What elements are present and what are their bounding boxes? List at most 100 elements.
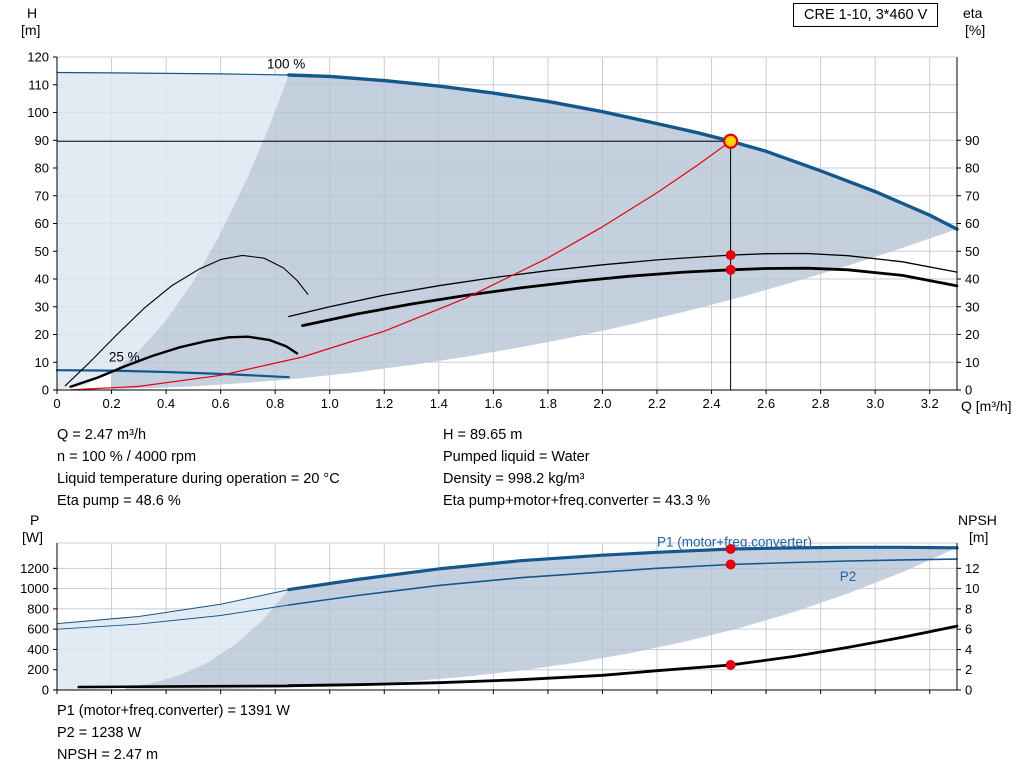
power-operating-envelope: [125, 547, 957, 690]
svg-text:0: 0: [42, 683, 49, 698]
speed-25-label: 25 %: [109, 349, 140, 364]
speed-100-label: 100 %: [267, 57, 305, 72]
svg-text:70: 70: [965, 188, 979, 203]
svg-text:1.6: 1.6: [484, 396, 502, 411]
svg-text:2.2: 2.2: [648, 396, 666, 411]
p2-point: [725, 559, 736, 570]
svg-text:0: 0: [965, 683, 972, 698]
duty-point: [723, 133, 739, 149]
tick-labels: 0 10 20 30 40 50 60 70 80 90 100 110 120 0 10 20 30 40 50 6…: [27, 50, 979, 412]
svg-text:800: 800: [27, 601, 49, 616]
svg-text:1.4: 1.4: [430, 396, 448, 411]
operating-envelope: [111, 75, 957, 390]
svg-text:70: 70: [35, 188, 49, 203]
svg-text:30: 30: [965, 299, 979, 314]
svg-text:0: 0: [53, 396, 60, 411]
svg-text:2: 2: [965, 662, 972, 677]
pump-title-box: CRE 1-10, 3*460 V: [793, 3, 939, 27]
svg-text:1.2: 1.2: [375, 396, 393, 411]
power-info: P1 (motor+freq.converter) = 1391 W P2 = …: [57, 700, 290, 766]
svg-text:2.0: 2.0: [593, 396, 611, 411]
p1-low-flow: [56, 589, 290, 625]
svg-text:0.6: 0.6: [212, 396, 230, 411]
svg-text:10: 10: [965, 355, 979, 370]
info-line-speed: n = 100 % / 4000 rpm: [57, 449, 197, 465]
h-axis-label: H: [27, 5, 38, 21]
p1-curve: [287, 545, 959, 592]
system-curve: [69, 140, 732, 391]
info-line-eta-total: Eta pump+motor+freq.converter = 43.3 %: [443, 493, 711, 509]
svg-text:10: 10: [965, 581, 979, 596]
p2-curve: [287, 558, 958, 606]
tick-labels: 0 200 400 600 800 1000 1200 0 2 4 6 8 10 12: [20, 561, 979, 698]
axes: [53, 543, 961, 694]
duty-info-left: Q = 2.47 m³/h n = 100 % / 4000 rpm Liqui…: [57, 424, 340, 512]
svg-text:60: 60: [35, 216, 49, 231]
p1-label: P1 (motor+freq.converter): [657, 535, 812, 550]
pump-curve-25pct: [55, 369, 290, 379]
svg-text:400: 400: [27, 642, 49, 657]
svg-text:50: 50: [35, 244, 49, 259]
svg-text:1.8: 1.8: [539, 396, 557, 411]
p1-point: [725, 543, 736, 554]
svg-text:100: 100: [27, 105, 49, 120]
info-line-p1: P1 (motor+freq.converter) = 1391 W: [57, 703, 290, 719]
power-envelope-left: [57, 589, 289, 690]
svg-text:1.0: 1.0: [321, 396, 339, 411]
npsh-axis-label: NPSH: [958, 512, 997, 528]
eta-arc-reduced-speed: [64, 254, 309, 387]
p2-low-flow: [56, 604, 290, 630]
svg-text:2.6: 2.6: [757, 396, 775, 411]
npsh-low-flow: [77, 684, 291, 689]
svg-text:90: 90: [965, 133, 979, 148]
svg-text:600: 600: [27, 622, 49, 637]
svg-text:2.4: 2.4: [703, 396, 721, 411]
svg-text:0.4: 0.4: [157, 396, 175, 411]
svg-text:40: 40: [965, 272, 979, 287]
info-line-p2: P2 = 1238 W: [57, 725, 142, 741]
info-line-eta-pump: Eta pump = 48.6 %: [57, 493, 181, 509]
svg-text:50: 50: [965, 244, 979, 259]
npsh-curve: [287, 624, 959, 688]
info-line-q: Q = 2.47 m³/h: [57, 427, 147, 443]
svg-text:10: 10: [35, 355, 49, 370]
svg-text:60: 60: [965, 216, 979, 231]
info-line-density: Density = 998.2 kg/m³: [443, 471, 585, 487]
eta-total-curve: [301, 266, 959, 328]
info-line-h: H = 89.65 m: [443, 427, 523, 443]
svg-text:4: 4: [965, 642, 972, 657]
svg-text:3.0: 3.0: [866, 396, 884, 411]
npsh-point: [725, 659, 736, 670]
info-line-liquid: Pumped liquid = Water: [443, 449, 590, 465]
p-axis-label: P: [30, 512, 40, 528]
svg-text:8: 8: [965, 601, 972, 616]
svg-text:20: 20: [965, 327, 979, 342]
npsh-axis-unit: [m]: [969, 529, 989, 545]
eta-axis-unit: [%]: [965, 22, 986, 38]
svg-text:1200: 1200: [20, 561, 49, 576]
svg-text:0.8: 0.8: [266, 396, 284, 411]
svg-text:200: 200: [27, 662, 49, 677]
p-axis-unit: [W]: [22, 529, 43, 545]
svg-text:0.2: 0.2: [103, 396, 121, 411]
axes: [53, 56, 961, 394]
speed-envelope-left: [57, 72, 289, 391]
eta-axis-label: eta: [963, 5, 983, 21]
info-line-temperature: Liquid temperature during operation = 20…: [57, 471, 340, 487]
qh-eta-chart[interactable]: 0 10 20 30 40 50 60 70 80 90 100 110 120 0 10 20 30 40 50 6…: [0, 0, 1024, 418]
svg-text:20: 20: [35, 327, 49, 342]
svg-text:2.8: 2.8: [812, 396, 830, 411]
svg-text:0: 0: [965, 383, 972, 398]
svg-text:1000: 1000: [20, 581, 49, 596]
info-line-npsh: NPSH = 2.47 m: [57, 747, 159, 763]
eta-arc-25pct: [69, 335, 299, 388]
power-npsh-chart[interactable]: 0 200 400 600 800 1000 1200 0 2 4 6 8 10 12 P1 (motor+…: [0, 505, 1024, 715]
svg-text:0: 0: [42, 383, 49, 398]
duty-info-right: H = 89.65 m Pumped liquid = Water Densit…: [443, 424, 710, 512]
h-axis-unit: [m]: [21, 22, 41, 38]
svg-text:80: 80: [35, 161, 49, 176]
svg-text:40: 40: [35, 272, 49, 287]
svg-text:12: 12: [965, 561, 979, 576]
eta-total-point: [725, 264, 736, 275]
svg-text:6: 6: [965, 622, 972, 637]
